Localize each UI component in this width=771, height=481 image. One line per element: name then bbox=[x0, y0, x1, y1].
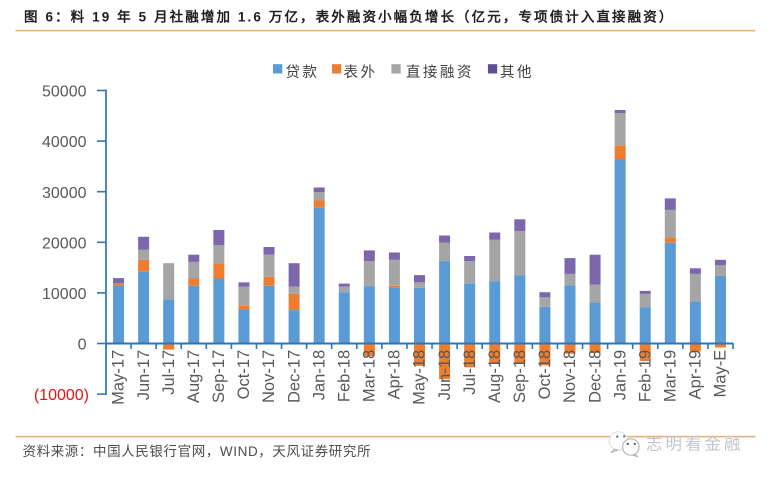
svg-text:Apr-18: Apr-18 bbox=[386, 350, 404, 400]
svg-text:Oct-18: Oct-18 bbox=[536, 350, 554, 400]
svg-text:直接融资: 直接融资 bbox=[406, 64, 474, 81]
svg-text:(10000): (10000) bbox=[34, 387, 89, 404]
svg-text:Aug-18: Aug-18 bbox=[486, 350, 504, 403]
svg-text:40000: 40000 bbox=[42, 134, 87, 151]
svg-text:志明看金融: 志明看金融 bbox=[646, 435, 744, 454]
svg-text:10000: 10000 bbox=[42, 286, 87, 303]
svg-text:Apr-19: Apr-19 bbox=[687, 350, 705, 400]
svg-text:Oct-17: Oct-17 bbox=[235, 350, 253, 400]
svg-text:图 6：料 19 年 5 月社融增加 1.6 万亿，表外融资: 图 6：料 19 年 5 月社融增加 1.6 万亿，表外融资小幅负增长（亿元，专… bbox=[24, 9, 674, 25]
svg-text:Nov-18: Nov-18 bbox=[561, 350, 579, 403]
svg-text:May-17: May-17 bbox=[110, 350, 128, 405]
svg-text:Mar-18: Mar-18 bbox=[361, 350, 379, 402]
svg-text:Aug-17: Aug-17 bbox=[185, 350, 203, 403]
svg-text:30000: 30000 bbox=[42, 185, 87, 202]
svg-text:Jan-19: Jan-19 bbox=[611, 350, 629, 400]
svg-text:Sep-17: Sep-17 bbox=[210, 350, 228, 403]
svg-text:0: 0 bbox=[78, 337, 87, 354]
svg-text:20000: 20000 bbox=[42, 235, 87, 252]
svg-text:Jul-18: Jul-18 bbox=[461, 350, 479, 395]
svg-text:50000: 50000 bbox=[42, 84, 87, 101]
svg-text:Nov-17: Nov-17 bbox=[260, 350, 278, 403]
svg-text:Jun-17: Jun-17 bbox=[135, 350, 153, 400]
svg-text:Dec-18: Dec-18 bbox=[586, 350, 604, 403]
svg-text:Jan-18: Jan-18 bbox=[310, 350, 328, 400]
svg-text:May-E: May-E bbox=[712, 350, 730, 398]
svg-text:Feb-19: Feb-19 bbox=[636, 350, 654, 402]
svg-text:Sep-18: Sep-18 bbox=[511, 350, 529, 403]
svg-text:Jul-17: Jul-17 bbox=[160, 350, 178, 395]
svg-text:表外: 表外 bbox=[344, 64, 378, 81]
svg-text:May-18: May-18 bbox=[411, 350, 429, 405]
svg-text:资料来源：中国人民银行官网，WIND，天风证券研究所: 资料来源：中国人民银行官网，WIND，天风证券研究所 bbox=[23, 444, 372, 459]
svg-text:贷款: 贷款 bbox=[286, 64, 320, 81]
svg-text:Dec-17: Dec-17 bbox=[285, 350, 303, 403]
svg-text:Jun-18: Jun-18 bbox=[436, 350, 454, 400]
svg-text:其他: 其他 bbox=[500, 64, 534, 81]
svg-text:Mar-19: Mar-19 bbox=[662, 350, 680, 402]
svg-text:Feb-18: Feb-18 bbox=[335, 350, 353, 402]
